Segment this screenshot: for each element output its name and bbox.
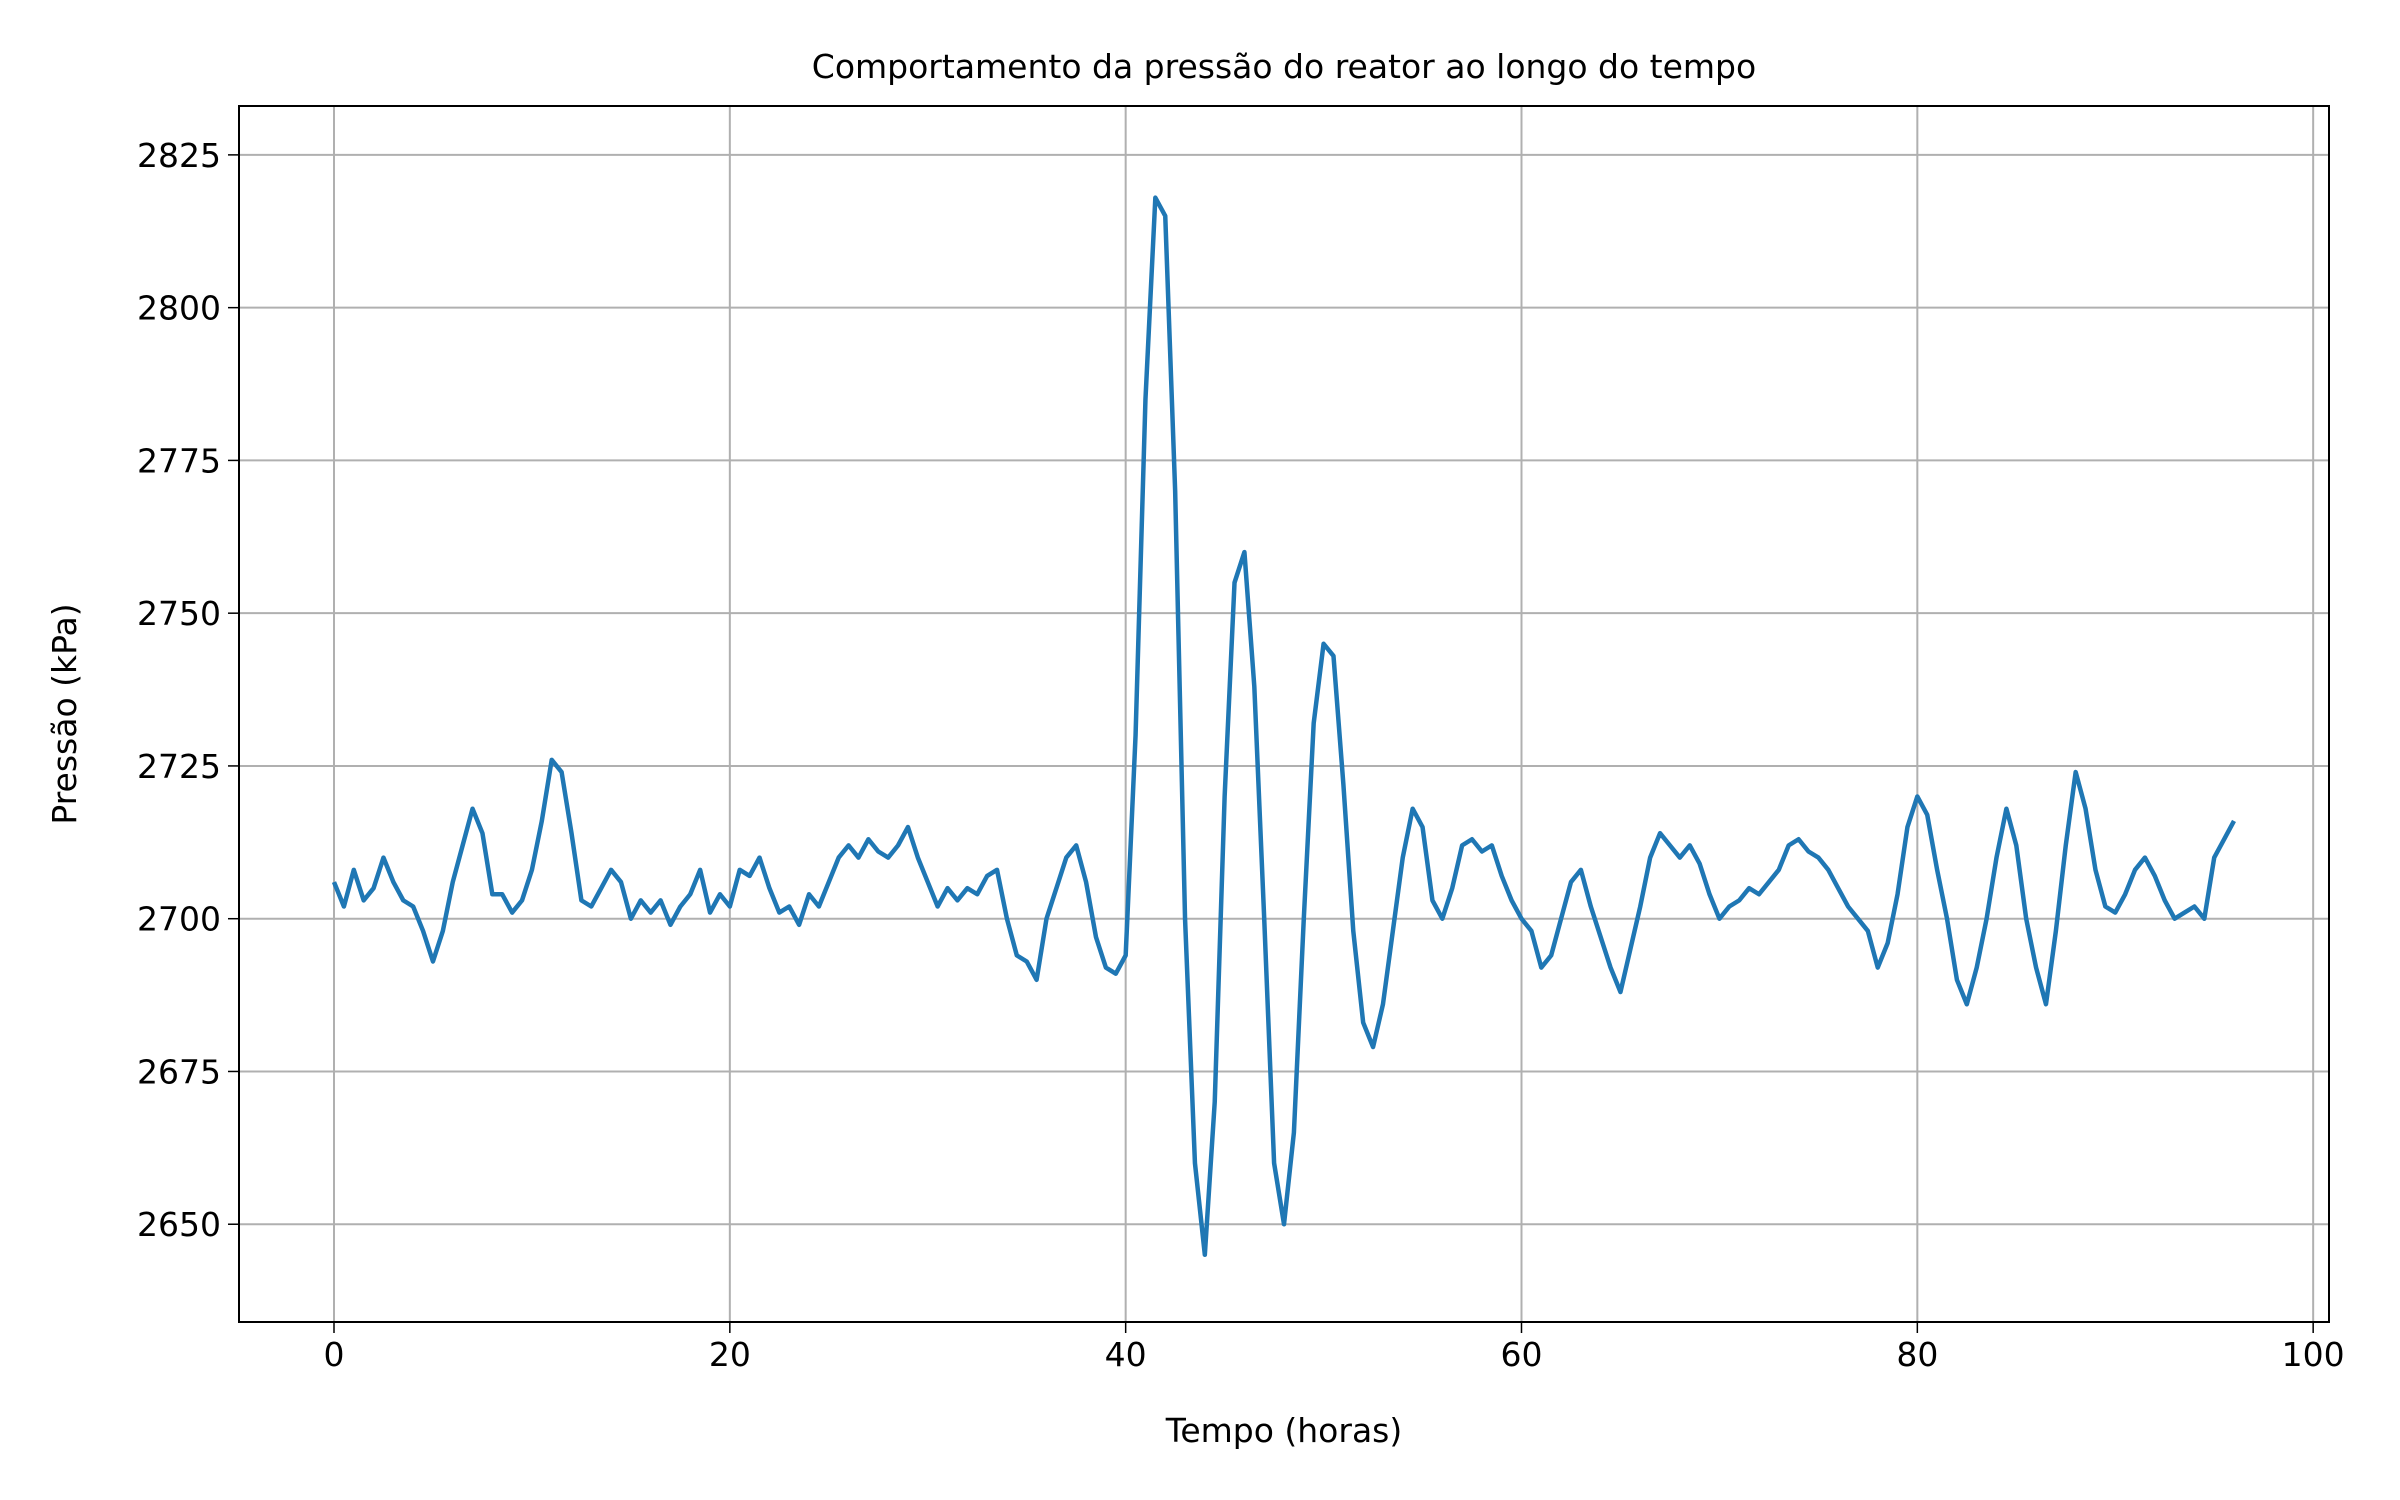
- x-tick-label: 20: [709, 1335, 751, 1374]
- y-tick-label: 2650: [137, 1205, 221, 1244]
- y-tick-label: 2800: [137, 289, 221, 328]
- y-tick-label: 2675: [137, 1052, 221, 1091]
- y-tick-label: 2700: [137, 900, 221, 939]
- x-tick-label: 80: [1896, 1335, 1938, 1374]
- plot-frame: [238, 105, 2330, 1323]
- x-tick-label: 60: [1501, 1335, 1543, 1374]
- y-tick-label: 2725: [137, 747, 221, 786]
- x-tick-label: 40: [1105, 1335, 1147, 1374]
- x-tick-label: 100: [2282, 1335, 2345, 1374]
- y-tick-label: 2775: [137, 441, 221, 480]
- x-axis-label: Tempo (horas): [1165, 1411, 1402, 1450]
- data-line: [331, 195, 2236, 1258]
- y-axis-label: Pressão (kPa): [45, 603, 84, 824]
- x-tick-label: 0: [324, 1335, 345, 1374]
- y-tick-label: 2825: [137, 136, 221, 175]
- y-tick-label: 2750: [137, 594, 221, 633]
- chart-title: Comportamento da pressão do reator ao lo…: [812, 47, 1756, 86]
